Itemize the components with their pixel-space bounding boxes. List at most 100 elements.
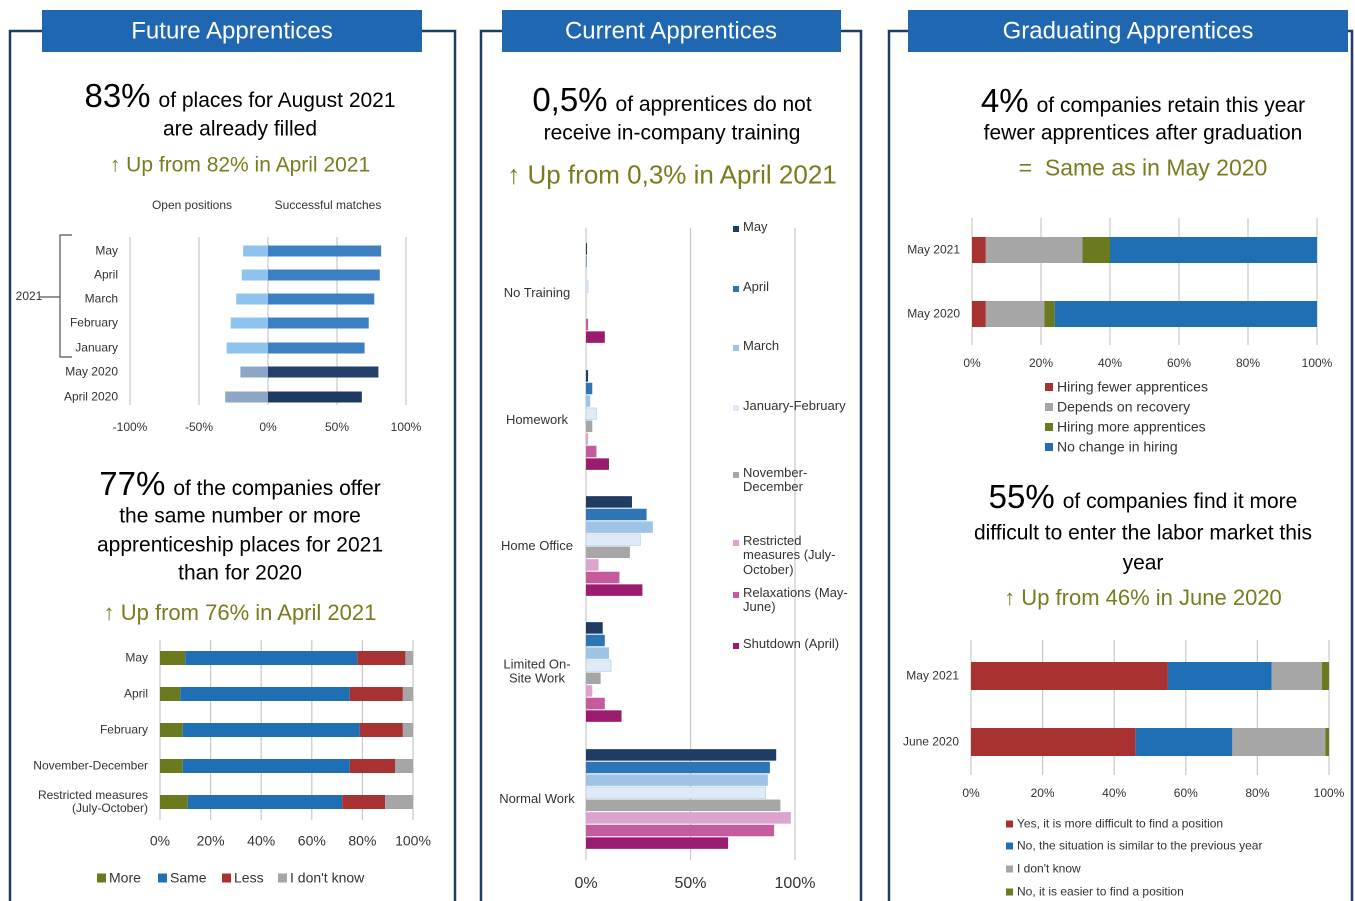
headline-text: of companies find it more	[1062, 489, 1298, 513]
legend-label: March	[743, 338, 780, 353]
headline-text: of the companies offer	[173, 476, 381, 500]
bar-segment	[1321, 662, 1329, 690]
x-tick-label: 100%	[391, 420, 422, 434]
bar	[586, 697, 605, 710]
x-tick-label: 60%	[298, 833, 326, 849]
legend-label: No, the situation is similar to the prev…	[1017, 838, 1263, 853]
legend-label: Restricted measures (July-October)	[743, 533, 836, 577]
bar-segment	[985, 301, 1045, 327]
group-bracket	[40, 234, 72, 358]
x-tick-label: -50%	[185, 420, 213, 434]
bar-segment	[972, 237, 986, 263]
category-label: May 2020	[907, 306, 960, 321]
bar	[268, 269, 380, 281]
bar	[236, 293, 268, 305]
legend-label: Depends on recovery	[1057, 398, 1191, 415]
legend-swatch	[1045, 403, 1053, 411]
bar-segment	[359, 723, 403, 737]
bar-segment	[185, 651, 358, 665]
category-label: April	[93, 267, 118, 282]
x-tick-label: 100%	[1314, 786, 1345, 800]
bar	[585, 407, 597, 420]
headline-change: = Same as in May 2020	[1018, 154, 1268, 181]
category-label: April 2020	[63, 389, 118, 404]
bar-segment	[1110, 237, 1317, 263]
legend-label: April	[743, 279, 770, 294]
bar	[586, 622, 603, 634]
bar	[586, 634, 605, 647]
x-tick-label: 80%	[1245, 786, 1269, 800]
bar	[586, 824, 775, 837]
legend-label: Shutdown (April)	[743, 636, 840, 651]
x-tick-label: 40%	[1098, 356, 1122, 370]
bar	[586, 647, 609, 659]
legend-swatch	[1045, 383, 1053, 391]
x-tick-label: -100%	[113, 420, 148, 434]
headline-line: are already filled	[0, 117, 490, 140]
bar-segment	[402, 687, 413, 701]
headline-text: than for 2020	[178, 561, 302, 585]
bar	[230, 317, 268, 329]
legend-swatch	[733, 405, 739, 411]
bar	[586, 799, 781, 812]
bar	[586, 546, 630, 559]
x-tick-label: 20%	[1031, 786, 1055, 800]
bar	[586, 255, 587, 268]
headline-text: year	[1122, 551, 1164, 575]
bar-segment	[160, 723, 183, 737]
headline-text: difficult to enter the labor market this	[973, 521, 1313, 545]
bar-segment	[1232, 728, 1326, 756]
panel-header: Future Apprentices	[131, 17, 332, 44]
legend-label: January-February	[743, 398, 846, 413]
headline-text: of companies retain this year	[1036, 93, 1306, 117]
bar	[585, 786, 767, 799]
bar-segment	[160, 759, 183, 773]
headline-text: of places for August 2021	[158, 88, 396, 112]
headline-line: fewer apprentices after graduation	[893, 121, 1355, 144]
bar-segment	[160, 795, 188, 809]
category-label: February	[99, 722, 148, 737]
bar-segment	[971, 662, 1168, 690]
headline-text: receive in-company training	[543, 121, 801, 145]
legend-label: Hiring more apprentices	[1057, 418, 1206, 435]
bar	[268, 293, 375, 305]
bar-segment	[182, 723, 360, 737]
legend-swatch	[733, 345, 739, 351]
bar	[586, 458, 609, 470]
legend-label: Less	[234, 869, 264, 886]
bar-segment	[160, 651, 186, 665]
bar-segment	[385, 795, 413, 809]
bar-segment	[349, 759, 396, 773]
bar-segment	[1271, 662, 1322, 690]
category-label: April	[123, 686, 148, 701]
headline-line: 0,5% of apprentices do not	[422, 80, 922, 118]
x-tick-label: 40%	[247, 833, 275, 849]
category-label: May	[95, 243, 118, 258]
bar	[268, 391, 362, 403]
legend-label: Open positions	[152, 198, 232, 212]
x-tick-label: 60%	[1174, 786, 1198, 800]
bar	[240, 366, 268, 378]
header-box	[502, 10, 841, 52]
bar-segment	[182, 759, 350, 773]
legend-label: May	[743, 219, 768, 234]
legend-swatch	[733, 643, 739, 649]
bar-segment	[985, 237, 1083, 263]
headline-line: 4% of companies retain this year	[893, 82, 1355, 119]
headline-stat: 0,5%	[532, 80, 608, 118]
headline-change: ↑ Up from 0,3% in April 2021	[507, 159, 837, 190]
legend-swatch	[278, 873, 287, 883]
category-label: June 2020	[902, 734, 959, 749]
bar	[586, 761, 770, 774]
bar-segment	[972, 301, 986, 327]
group-label: 2021	[16, 289, 43, 303]
x-tick-label: 0%	[150, 833, 170, 849]
bar	[268, 366, 379, 378]
bar-segment	[349, 687, 403, 701]
bar	[268, 317, 369, 329]
bar-segment	[1082, 237, 1110, 263]
legend-swatch	[733, 592, 739, 598]
bar	[586, 812, 791, 824]
headline-line: difficult to enter the labor market this	[893, 521, 1355, 544]
